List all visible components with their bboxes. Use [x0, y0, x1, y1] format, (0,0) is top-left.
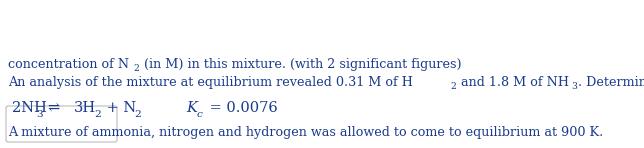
Text: 3: 3: [571, 82, 577, 91]
Text: A mixture of ammonia, nitrogen and hydrogen was allowed to come to equilibrium a: A mixture of ammonia, nitrogen and hydro…: [8, 126, 603, 139]
Text: ⇌: ⇌: [48, 101, 61, 115]
Text: c: c: [197, 110, 203, 119]
Text: and 1.8 M of NH: and 1.8 M of NH: [457, 76, 569, 89]
Text: 2: 2: [133, 64, 139, 73]
Text: . Determine the equilibrium: . Determine the equilibrium: [578, 76, 644, 89]
Text: 2NH: 2NH: [12, 101, 47, 115]
Text: 3: 3: [36, 110, 43, 119]
Text: K: K: [186, 101, 197, 115]
Text: 2: 2: [94, 110, 100, 119]
Text: 2: 2: [450, 82, 456, 91]
Text: concentration of N: concentration of N: [8, 58, 129, 71]
Text: An analysis of the mixture at equilibrium revealed 0.31 M of H: An analysis of the mixture at equilibriu…: [8, 76, 413, 89]
Text: (in M) in this mixture. (with 2 significant figures): (in M) in this mixture. (with 2 signific…: [140, 58, 462, 71]
Text: = 0.0076: = 0.0076: [205, 101, 278, 115]
FancyBboxPatch shape: [6, 106, 117, 142]
Text: + N: + N: [102, 101, 137, 115]
Text: 2: 2: [134, 110, 141, 119]
Text: 3H: 3H: [74, 101, 96, 115]
